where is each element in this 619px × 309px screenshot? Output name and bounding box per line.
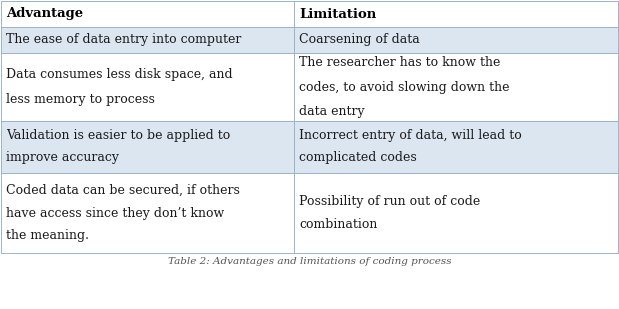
Bar bbox=[1, 121, 294, 173]
Text: Table 2: Advantages and limitations of coding process: Table 2: Advantages and limitations of c… bbox=[168, 257, 451, 266]
Text: The ease of data entry into computer: The ease of data entry into computer bbox=[6, 33, 241, 46]
Text: Limitation: Limitation bbox=[299, 7, 376, 20]
Text: Possibility of run out of code
combination: Possibility of run out of code combinati… bbox=[299, 195, 480, 231]
Text: Advantage: Advantage bbox=[6, 7, 83, 20]
Text: Coarsening of data: Coarsening of data bbox=[299, 33, 420, 46]
Bar bbox=[1, 27, 294, 53]
Bar bbox=[1, 1, 294, 27]
Bar bbox=[294, 121, 618, 173]
Text: Incorrect entry of data, will lead to
complicated codes: Incorrect entry of data, will lead to co… bbox=[299, 129, 522, 164]
Bar bbox=[294, 27, 618, 53]
Bar bbox=[1, 53, 294, 121]
Text: The researcher has to know the
codes, to avoid slowing down the
data entry: The researcher has to know the codes, to… bbox=[299, 56, 509, 118]
Bar bbox=[294, 173, 618, 253]
Bar bbox=[1, 173, 294, 253]
Text: Validation is easier to be applied to
improve accuracy: Validation is easier to be applied to im… bbox=[6, 129, 230, 164]
Text: Data consumes less disk space, and
less memory to process: Data consumes less disk space, and less … bbox=[6, 68, 233, 106]
Text: Coded data can be secured, if others
have access since they don’t know
the meani: Coded data can be secured, if others hav… bbox=[6, 184, 240, 243]
Bar bbox=[294, 53, 618, 121]
Bar bbox=[294, 1, 618, 27]
